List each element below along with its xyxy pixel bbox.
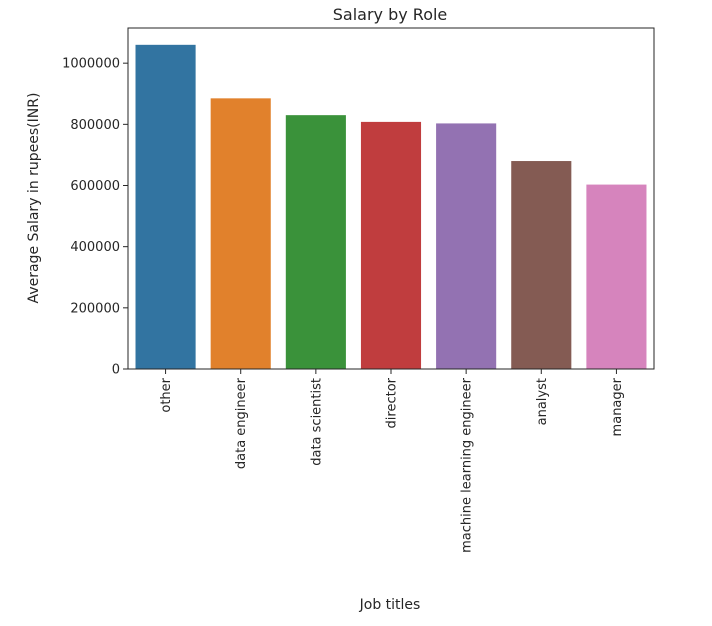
y-axis: 0 200000 400000 600000 800000 1000000 xyxy=(62,57,128,378)
y-tick-label: 0 xyxy=(112,363,120,378)
bars-group xyxy=(135,44,647,369)
x-tick-label: data engineer xyxy=(234,377,249,469)
bar-data-engineer xyxy=(210,98,271,369)
y-axis-label: Average Salary in rupees(INR) xyxy=(26,93,42,304)
y-tick-label: 200000 xyxy=(70,301,120,316)
plot-frame xyxy=(127,27,655,370)
x-tick-label: analyst xyxy=(535,378,550,425)
bar-other xyxy=(135,44,196,369)
x-tick-label: data scientist xyxy=(309,378,324,466)
bar-analyst xyxy=(511,161,572,369)
y-tick-label: 800000 xyxy=(70,118,120,133)
y-tick-label: 400000 xyxy=(70,240,120,255)
chart-title: Salary by Role xyxy=(333,5,448,24)
bar-director xyxy=(360,121,422,369)
x-axis-label: Job titles xyxy=(359,597,421,613)
bar-data-scientist xyxy=(285,115,346,369)
bar-manager xyxy=(586,184,647,369)
x-axis: other data engineer data scientist director… xyxy=(159,369,625,553)
x-tick-label: manager xyxy=(610,377,625,436)
x-tick-label: director xyxy=(385,377,400,428)
x-tick-label: other xyxy=(159,377,174,412)
x-tick-label: machine learning engineer xyxy=(460,377,475,553)
y-tick-label: 1000000 xyxy=(62,57,120,72)
y-tick-label: 600000 xyxy=(70,179,120,194)
bar-machine-learning-engineer xyxy=(436,123,497,369)
